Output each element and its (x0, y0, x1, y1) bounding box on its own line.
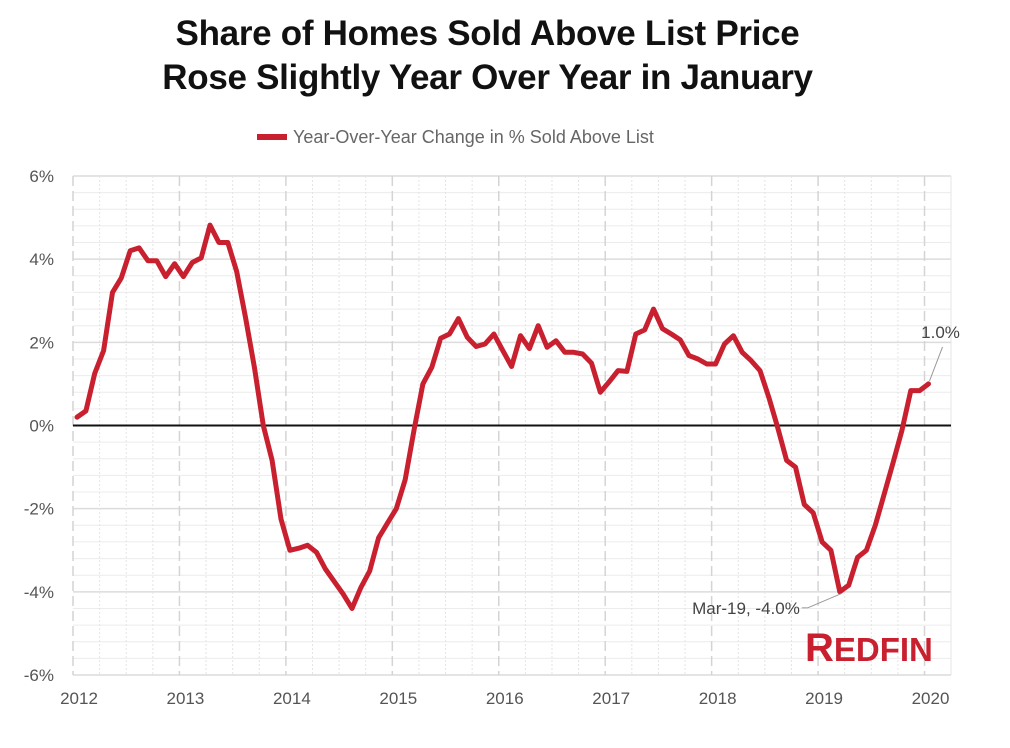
x-tick-label: 2015 (379, 689, 417, 708)
y-tick-label: 6% (29, 167, 54, 186)
chart-title-line-2: Rose Slightly Year Over Year in January (162, 58, 813, 97)
annotation-leader (807, 593, 842, 609)
series-line (74, 222, 931, 611)
x-tick-label: 2012 (60, 689, 98, 708)
logo-initial: R (805, 626, 834, 670)
x-tick-label: 2019 (805, 689, 843, 708)
annotations: 1.0% Mar-19, -4.0% (692, 323, 960, 618)
y-tick-label: 4% (29, 250, 54, 269)
legend-label: Year-Over-Year Change in % Sold Above Li… (293, 126, 654, 147)
x-axis-ticks: 2012 2013 2014 2015 2016 2017 2018 2019 2020 (60, 689, 949, 708)
x-tick-label: 2013 (167, 689, 205, 708)
x-tick-label: 2017 (592, 689, 630, 708)
chart-legend: Year-Over-Year Change in % Sold Above Li… (257, 126, 654, 148)
logo-rest: EDFIN (833, 631, 933, 668)
x-tick-label: 2014 (273, 689, 311, 708)
y-tick-label: -4% (24, 583, 54, 602)
chart-title-line-1: Share of Homes Sold Above List Price (175, 14, 800, 53)
y-tick-label: -2% (24, 500, 54, 519)
redfin-logo: REDFIN (805, 628, 933, 677)
annotation-leader (929, 346, 943, 382)
legend-swatch-icon (257, 134, 287, 140)
y-tick-label: 0% (29, 417, 54, 436)
x-tick-label: 2020 (912, 689, 950, 708)
y-axis-ticks: 6% 4% 2% 0% -2% -4% -6% (24, 167, 54, 685)
series-group (74, 222, 931, 611)
annotation-label: 1.0% (921, 323, 960, 342)
y-tick-label: -6% (24, 666, 54, 685)
x-tick-label: 2018 (699, 689, 737, 708)
chart-title: Share of Homes Sold Above List Price Ros… (0, 12, 975, 100)
x-tick-label: 2016 (486, 689, 524, 708)
y-tick-label: 2% (29, 333, 54, 352)
annotation-label: Mar-19, -4.0% (692, 599, 800, 618)
